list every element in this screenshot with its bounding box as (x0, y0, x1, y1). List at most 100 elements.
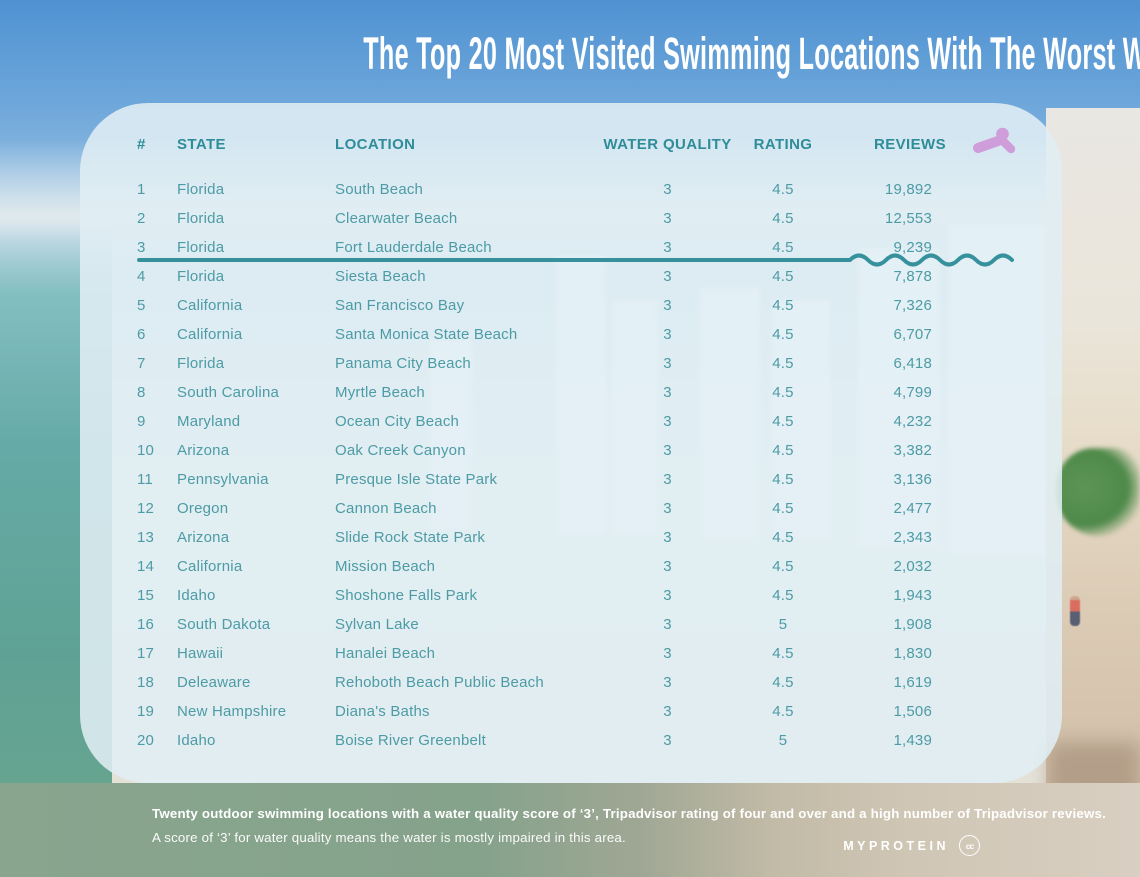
palm-trees (1056, 448, 1140, 536)
table-row: 4 Florida Siesta Beach 3 4.5 7,878 (137, 262, 1005, 291)
table-row: 20 Idaho Boise River Greenbelt 3 5 1,439 (137, 726, 1005, 755)
cell-reviews: 1,506 (893, 703, 932, 720)
table-row: 17 Hawaii Hanalei Beach 3 4.5 1,830 (137, 639, 1005, 668)
cell-water-quality: 3 (663, 413, 672, 430)
cell-rating: 4.5 (772, 384, 794, 401)
cell-rating: 4.5 (772, 703, 794, 720)
beach-person (1070, 596, 1080, 626)
column-header-rating: RATING (753, 136, 813, 153)
data-panel: # STATE LOCATION WATER QUALITY RATING RE… (80, 103, 1062, 783)
cell-rank: 17 (137, 645, 155, 662)
cell-location: Myrtle Beach (335, 384, 425, 401)
cell-location: Clearwater Beach (335, 210, 458, 227)
cell-reviews: 2,477 (893, 500, 932, 517)
column-header-state: STATE (177, 136, 226, 153)
cell-rating: 4.5 (772, 500, 794, 517)
cell-rating: 4.5 (772, 210, 794, 227)
cell-location: Rehoboth Beach Public Beach (335, 674, 544, 691)
cell-location: Panama City Beach (335, 355, 471, 372)
footer-description: Twenty outdoor swimming locations with a… (152, 806, 1106, 821)
page-title-text: The Top 20 Most Visited Swimming Locatio… (363, 28, 1140, 79)
cell-rank: 9 (137, 413, 146, 430)
cell-water-quality: 3 (663, 210, 672, 227)
table-row: 6 California Santa Monica State Beach 3 … (137, 320, 1005, 349)
cell-location: Santa Monica State Beach (335, 326, 518, 343)
cell-location: Boise River Greenbelt (335, 732, 486, 749)
cell-rating: 4.5 (772, 558, 794, 575)
cell-water-quality: 3 (663, 674, 672, 691)
cell-rating: 4.5 (772, 181, 794, 198)
cell-water-quality: 3 (663, 297, 672, 314)
cell-state: California (177, 297, 243, 314)
cell-rank: 4 (137, 268, 146, 285)
cell-reviews: 9,239 (893, 239, 932, 256)
cell-rank: 14 (137, 558, 155, 575)
cell-rank: 18 (137, 674, 155, 691)
cell-rank: 3 (137, 239, 146, 256)
cell-state: Florida (177, 355, 225, 372)
cell-water-quality: 3 (663, 732, 672, 749)
cell-rating: 4.5 (772, 442, 794, 459)
cell-rating: 5 (778, 732, 788, 749)
cell-rank: 19 (137, 703, 155, 720)
cell-rank: 16 (137, 616, 155, 633)
cell-water-quality: 3 (663, 268, 672, 285)
cell-rank: 13 (137, 529, 155, 546)
cell-rank: 15 (137, 587, 155, 604)
cell-location: Diana's Baths (335, 703, 430, 720)
cell-reviews: 1,830 (893, 645, 932, 662)
brand: MYPROTEIN cc (843, 835, 980, 856)
cell-rating: 4.5 (772, 268, 794, 285)
cell-rating: 4.5 (772, 326, 794, 343)
cell-rating: 4.5 (772, 413, 794, 430)
cell-state: California (177, 558, 243, 575)
cell-rank: 20 (137, 732, 155, 749)
table-row: 5 California San Francisco Bay 3 4.5 7,3… (137, 291, 1005, 320)
table-row: 10 Arizona Oak Creek Canyon 3 4.5 3,382 (137, 436, 1005, 465)
cell-reviews: 4,232 (893, 413, 932, 430)
cell-rank: 2 (137, 210, 146, 227)
cell-water-quality: 3 (663, 355, 672, 372)
table-row: 13 Arizona Slide Rock State Park 3 4.5 2… (137, 523, 1005, 552)
table-row: 15 Idaho Shoshone Falls Park 3 4.5 1,943 (137, 581, 1005, 610)
cell-reviews: 1,439 (893, 732, 932, 749)
table-row: 19 New Hampshire Diana's Baths 3 4.5 1,5… (137, 697, 1005, 726)
swimmer-icon (973, 127, 1015, 154)
cell-state: Florida (177, 239, 225, 256)
table-body: 1 Florida South Beach 3 4.5 19,892 2 Flo… (137, 175, 1005, 755)
table-row: 2 Florida Clearwater Beach 3 4.5 12,553 (137, 204, 1005, 233)
cell-location: Siesta Beach (335, 268, 426, 285)
cell-location: Hanalei Beach (335, 645, 436, 662)
cell-location: San Francisco Bay (335, 297, 465, 314)
cc-circle-icon: cc (959, 835, 980, 856)
table-row: 14 California Mission Beach 3 4.5 2,032 (137, 552, 1005, 581)
cell-reviews: 7,878 (893, 268, 932, 285)
cell-state: Oregon (177, 500, 229, 517)
brand-wordmark: MYPROTEIN (843, 838, 949, 853)
cell-rating: 5 (778, 616, 788, 633)
cell-rank: 10 (137, 442, 155, 459)
cell-rating: 4.5 (772, 587, 794, 604)
cell-rating: 4.5 (772, 355, 794, 372)
table-row: 16 South Dakota Sylvan Lake 3 5 1,908 (137, 610, 1005, 639)
table-header: # STATE LOCATION WATER QUALITY RATING RE… (137, 136, 960, 153)
cell-water-quality: 3 (663, 529, 672, 546)
cell-state: Florida (177, 210, 225, 227)
cell-water-quality: 3 (663, 645, 672, 662)
cell-reviews: 1,619 (893, 674, 932, 691)
footer-note: A score of ‘3’ for water quality means t… (152, 830, 626, 845)
cell-rating: 4.5 (772, 471, 794, 488)
cell-location: Slide Rock State Park (335, 529, 486, 546)
table-row: 9 Maryland Ocean City Beach 3 4.5 4,232 (137, 407, 1005, 436)
footer: Twenty outdoor swimming locations with a… (152, 806, 1106, 845)
table-row: 11 Pennsylvania Presque Isle State Park … (137, 465, 1005, 494)
column-header-water-quality: WATER QUALITY (603, 136, 732, 153)
cell-water-quality: 3 (663, 616, 672, 633)
cell-state: Arizona (177, 529, 230, 546)
cell-state: Florida (177, 181, 225, 198)
cell-rank: 5 (137, 297, 146, 314)
cell-water-quality: 3 (663, 703, 672, 720)
cell-reviews: 12,553 (884, 210, 932, 227)
cell-location: Mission Beach (335, 558, 436, 575)
